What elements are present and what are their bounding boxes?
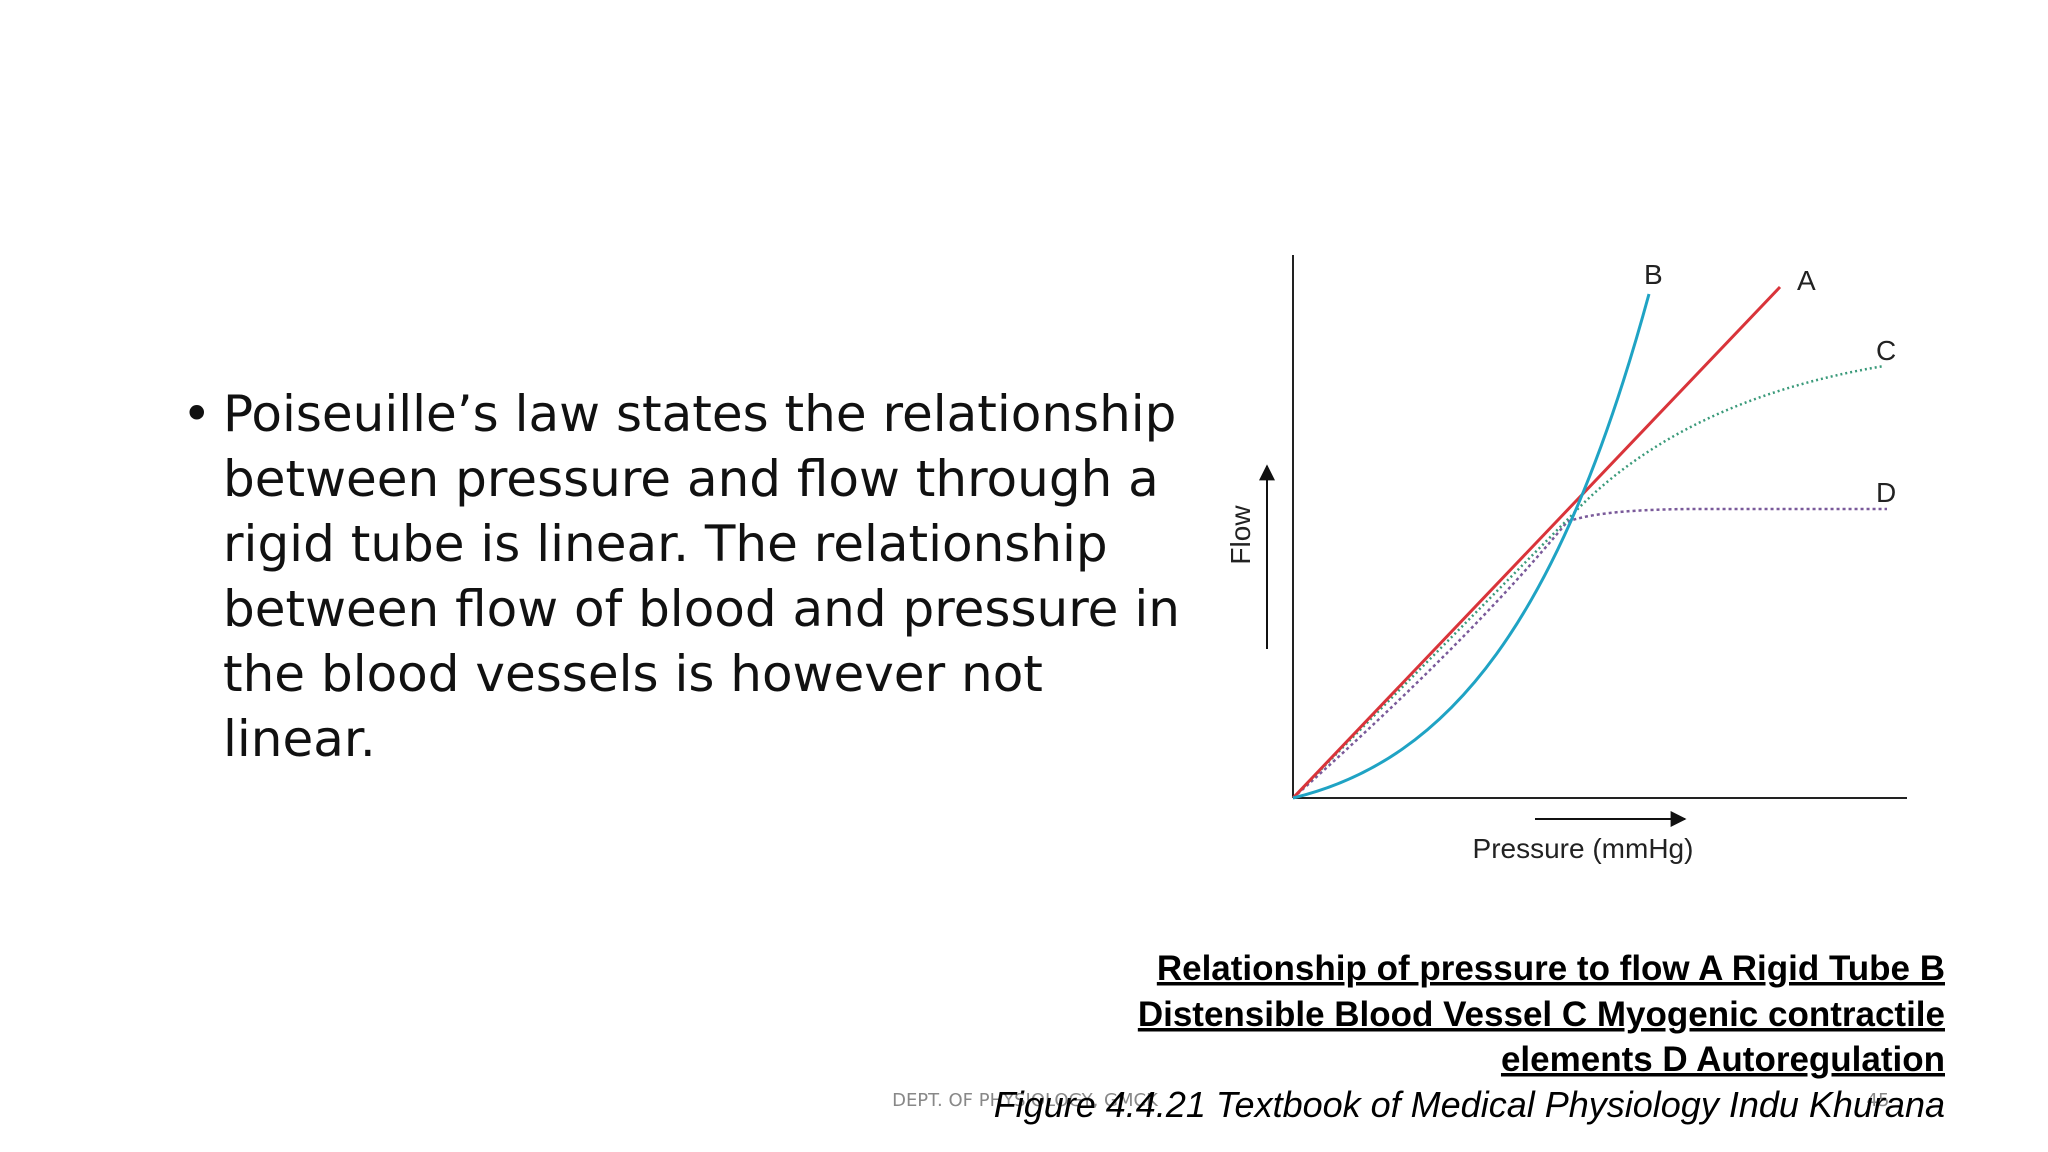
curve-label: A [1797, 265, 1816, 296]
bullet-line: linear. [223, 710, 376, 768]
bullet-line: Poiseuille’s law states the relationship [223, 385, 1176, 443]
footer-text: DEPT. OF PHYSIOLOGY, GMCK [892, 1090, 1159, 1111]
y-axis-label: Flow [1225, 505, 1256, 565]
curve-label: B [1644, 259, 1663, 290]
curve-d [1292, 507, 1887, 799]
curve-c [1292, 364, 1885, 799]
caption-line: elements D Autoregulation [1501, 1040, 1945, 1079]
caption-line: Distensible Blood Vessel C Myogenic cont… [1138, 995, 1945, 1034]
bullet-text: Poiseuille’s law states the relationship… [223, 385, 1180, 768]
bullet-line: between flow of blood and pressure in [223, 580, 1180, 638]
curve-b [1292, 293, 1651, 800]
figure: A B C D Flow Pressure (mmHg) [1225, 255, 1907, 864]
bullet-dot: • [182, 385, 212, 443]
curve-a [1291, 285, 1782, 800]
curve-label: C [1876, 335, 1896, 366]
x-axis-label: Pressure (mmHg) [1473, 833, 1694, 864]
bullet-line: the blood vessels is however not [223, 645, 1043, 703]
citation: Figure 4.4.21 Textbook of Medical Physio… [994, 1084, 1945, 1125]
page-number: 45 [1867, 1090, 1890, 1111]
curve-label: D [1876, 477, 1896, 508]
bullet-line: between pressure and flow through a [223, 450, 1159, 508]
bullet-line: rigid tube is linear. The relationship [223, 515, 1108, 573]
caption-line: Relationship of pressure to flow A Rigid… [1157, 949, 1945, 988]
